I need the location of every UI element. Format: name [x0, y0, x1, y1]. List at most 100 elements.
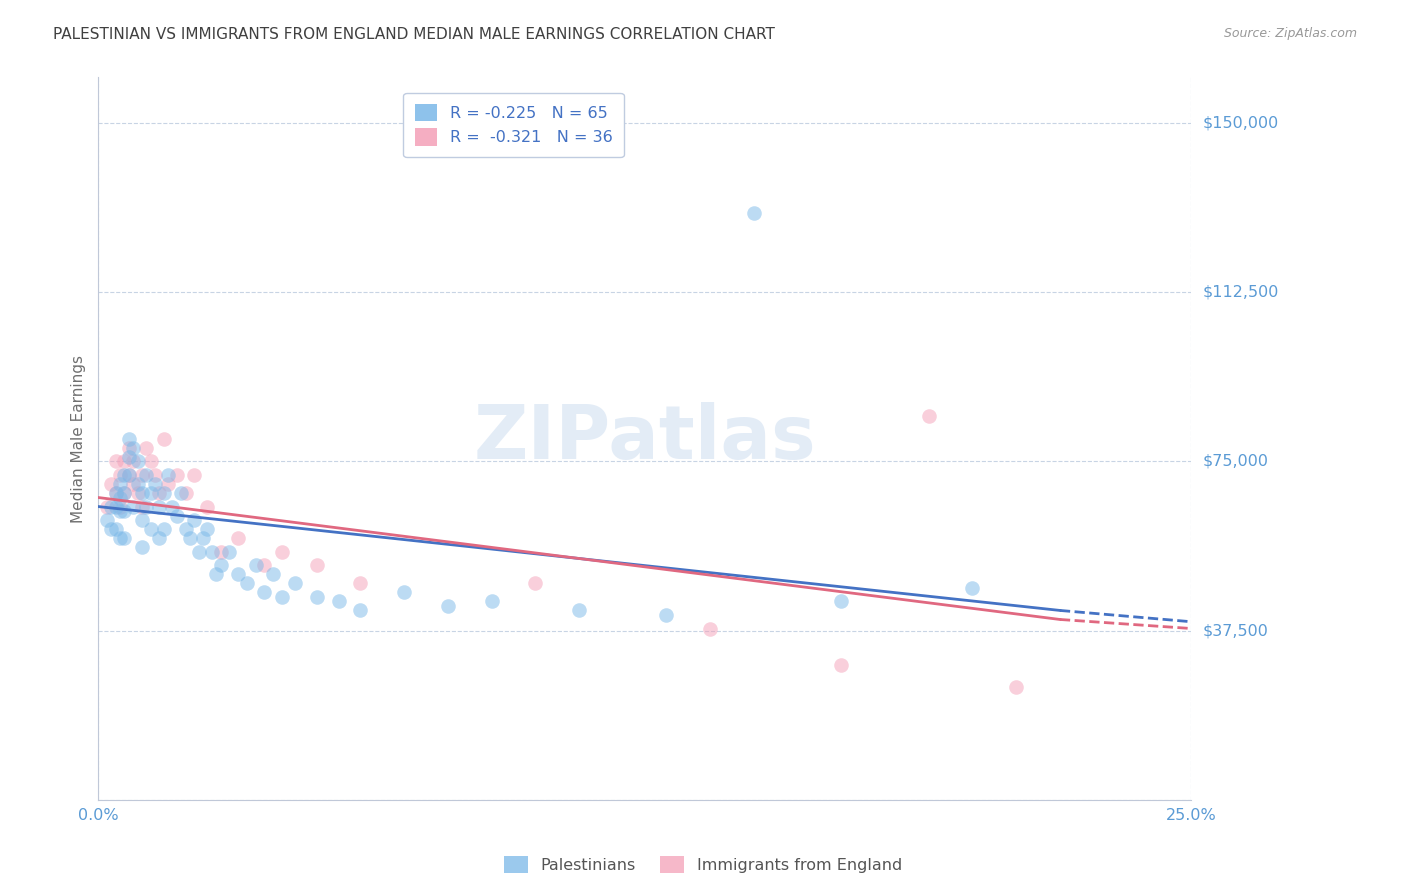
Text: $112,500: $112,500 — [1202, 285, 1278, 300]
Point — [108, 500, 131, 514]
Point — [122, 477, 145, 491]
Point — [209, 545, 232, 559]
Point — [112, 486, 135, 500]
Point — [226, 531, 249, 545]
Point — [191, 531, 214, 545]
Text: $75,000: $75,000 — [1202, 454, 1268, 469]
Point — [139, 486, 162, 500]
Point — [305, 558, 328, 573]
Point — [481, 594, 503, 608]
Point — [157, 477, 180, 491]
Point — [655, 607, 678, 622]
Point — [122, 454, 145, 468]
Point — [108, 531, 131, 545]
Point — [830, 657, 852, 672]
Point — [148, 531, 170, 545]
Point — [218, 545, 240, 559]
Point — [253, 585, 276, 599]
Point — [139, 522, 162, 536]
Point — [830, 594, 852, 608]
Point — [104, 486, 127, 500]
Text: PALESTINIAN VS IMMIGRANTS FROM ENGLAND MEDIAN MALE EARNINGS CORRELATION CHART: PALESTINIAN VS IMMIGRANTS FROM ENGLAND M… — [53, 27, 775, 42]
Point — [104, 522, 127, 536]
Point — [392, 585, 415, 599]
Point — [437, 599, 460, 613]
Point — [328, 594, 350, 608]
Point — [100, 522, 122, 536]
Point — [108, 491, 131, 505]
Point — [209, 558, 232, 573]
Text: $37,500: $37,500 — [1202, 624, 1268, 639]
Point — [118, 450, 141, 464]
Point — [131, 467, 153, 482]
Point — [112, 531, 135, 545]
Point — [131, 540, 153, 554]
Point — [524, 576, 547, 591]
Point — [197, 500, 219, 514]
Point — [127, 486, 149, 500]
Point — [962, 581, 984, 595]
Point — [152, 486, 174, 500]
Point — [135, 441, 157, 455]
Point — [183, 513, 205, 527]
Point — [187, 545, 209, 559]
Text: $150,000: $150,000 — [1202, 115, 1278, 130]
Point — [96, 513, 118, 527]
Y-axis label: Median Male Earnings: Median Male Earnings — [72, 355, 86, 523]
Point — [152, 432, 174, 446]
Point — [108, 467, 131, 482]
Legend: Palestinians, Immigrants from England: Palestinians, Immigrants from England — [498, 849, 908, 880]
Point — [122, 441, 145, 455]
Text: Source: ZipAtlas.com: Source: ZipAtlas.com — [1223, 27, 1357, 40]
Point — [157, 467, 180, 482]
Point — [166, 508, 188, 523]
Point — [245, 558, 267, 573]
Point — [127, 477, 149, 491]
Point — [1005, 680, 1028, 694]
Point — [284, 576, 307, 591]
Legend: R = -0.225   N = 65, R =  -0.321   N = 36: R = -0.225 N = 65, R = -0.321 N = 36 — [404, 93, 624, 157]
Point — [96, 500, 118, 514]
Point — [174, 486, 197, 500]
Point — [270, 590, 292, 604]
Point — [143, 477, 166, 491]
Point — [148, 500, 170, 514]
Point — [131, 486, 153, 500]
Point — [118, 467, 141, 482]
Point — [100, 500, 122, 514]
Point — [104, 500, 127, 514]
Point — [127, 454, 149, 468]
Point — [201, 545, 224, 559]
Point — [112, 467, 135, 482]
Point — [135, 500, 157, 514]
Point — [118, 467, 141, 482]
Point — [112, 504, 135, 518]
Point — [174, 522, 197, 536]
Point — [205, 567, 228, 582]
Point — [253, 558, 276, 573]
Point — [104, 486, 127, 500]
Point — [197, 522, 219, 536]
Point — [122, 500, 145, 514]
Point — [143, 467, 166, 482]
Point — [305, 590, 328, 604]
Point — [108, 504, 131, 518]
Point — [742, 206, 765, 220]
Point — [100, 477, 122, 491]
Point — [236, 576, 259, 591]
Point — [112, 486, 135, 500]
Point — [262, 567, 284, 582]
Point — [118, 432, 141, 446]
Point — [148, 486, 170, 500]
Point — [166, 467, 188, 482]
Point — [131, 500, 153, 514]
Point — [226, 567, 249, 582]
Point — [179, 531, 201, 545]
Point — [112, 454, 135, 468]
Point — [152, 522, 174, 536]
Point — [118, 441, 141, 455]
Point — [104, 454, 127, 468]
Point — [568, 603, 591, 617]
Point — [170, 486, 193, 500]
Point — [135, 467, 157, 482]
